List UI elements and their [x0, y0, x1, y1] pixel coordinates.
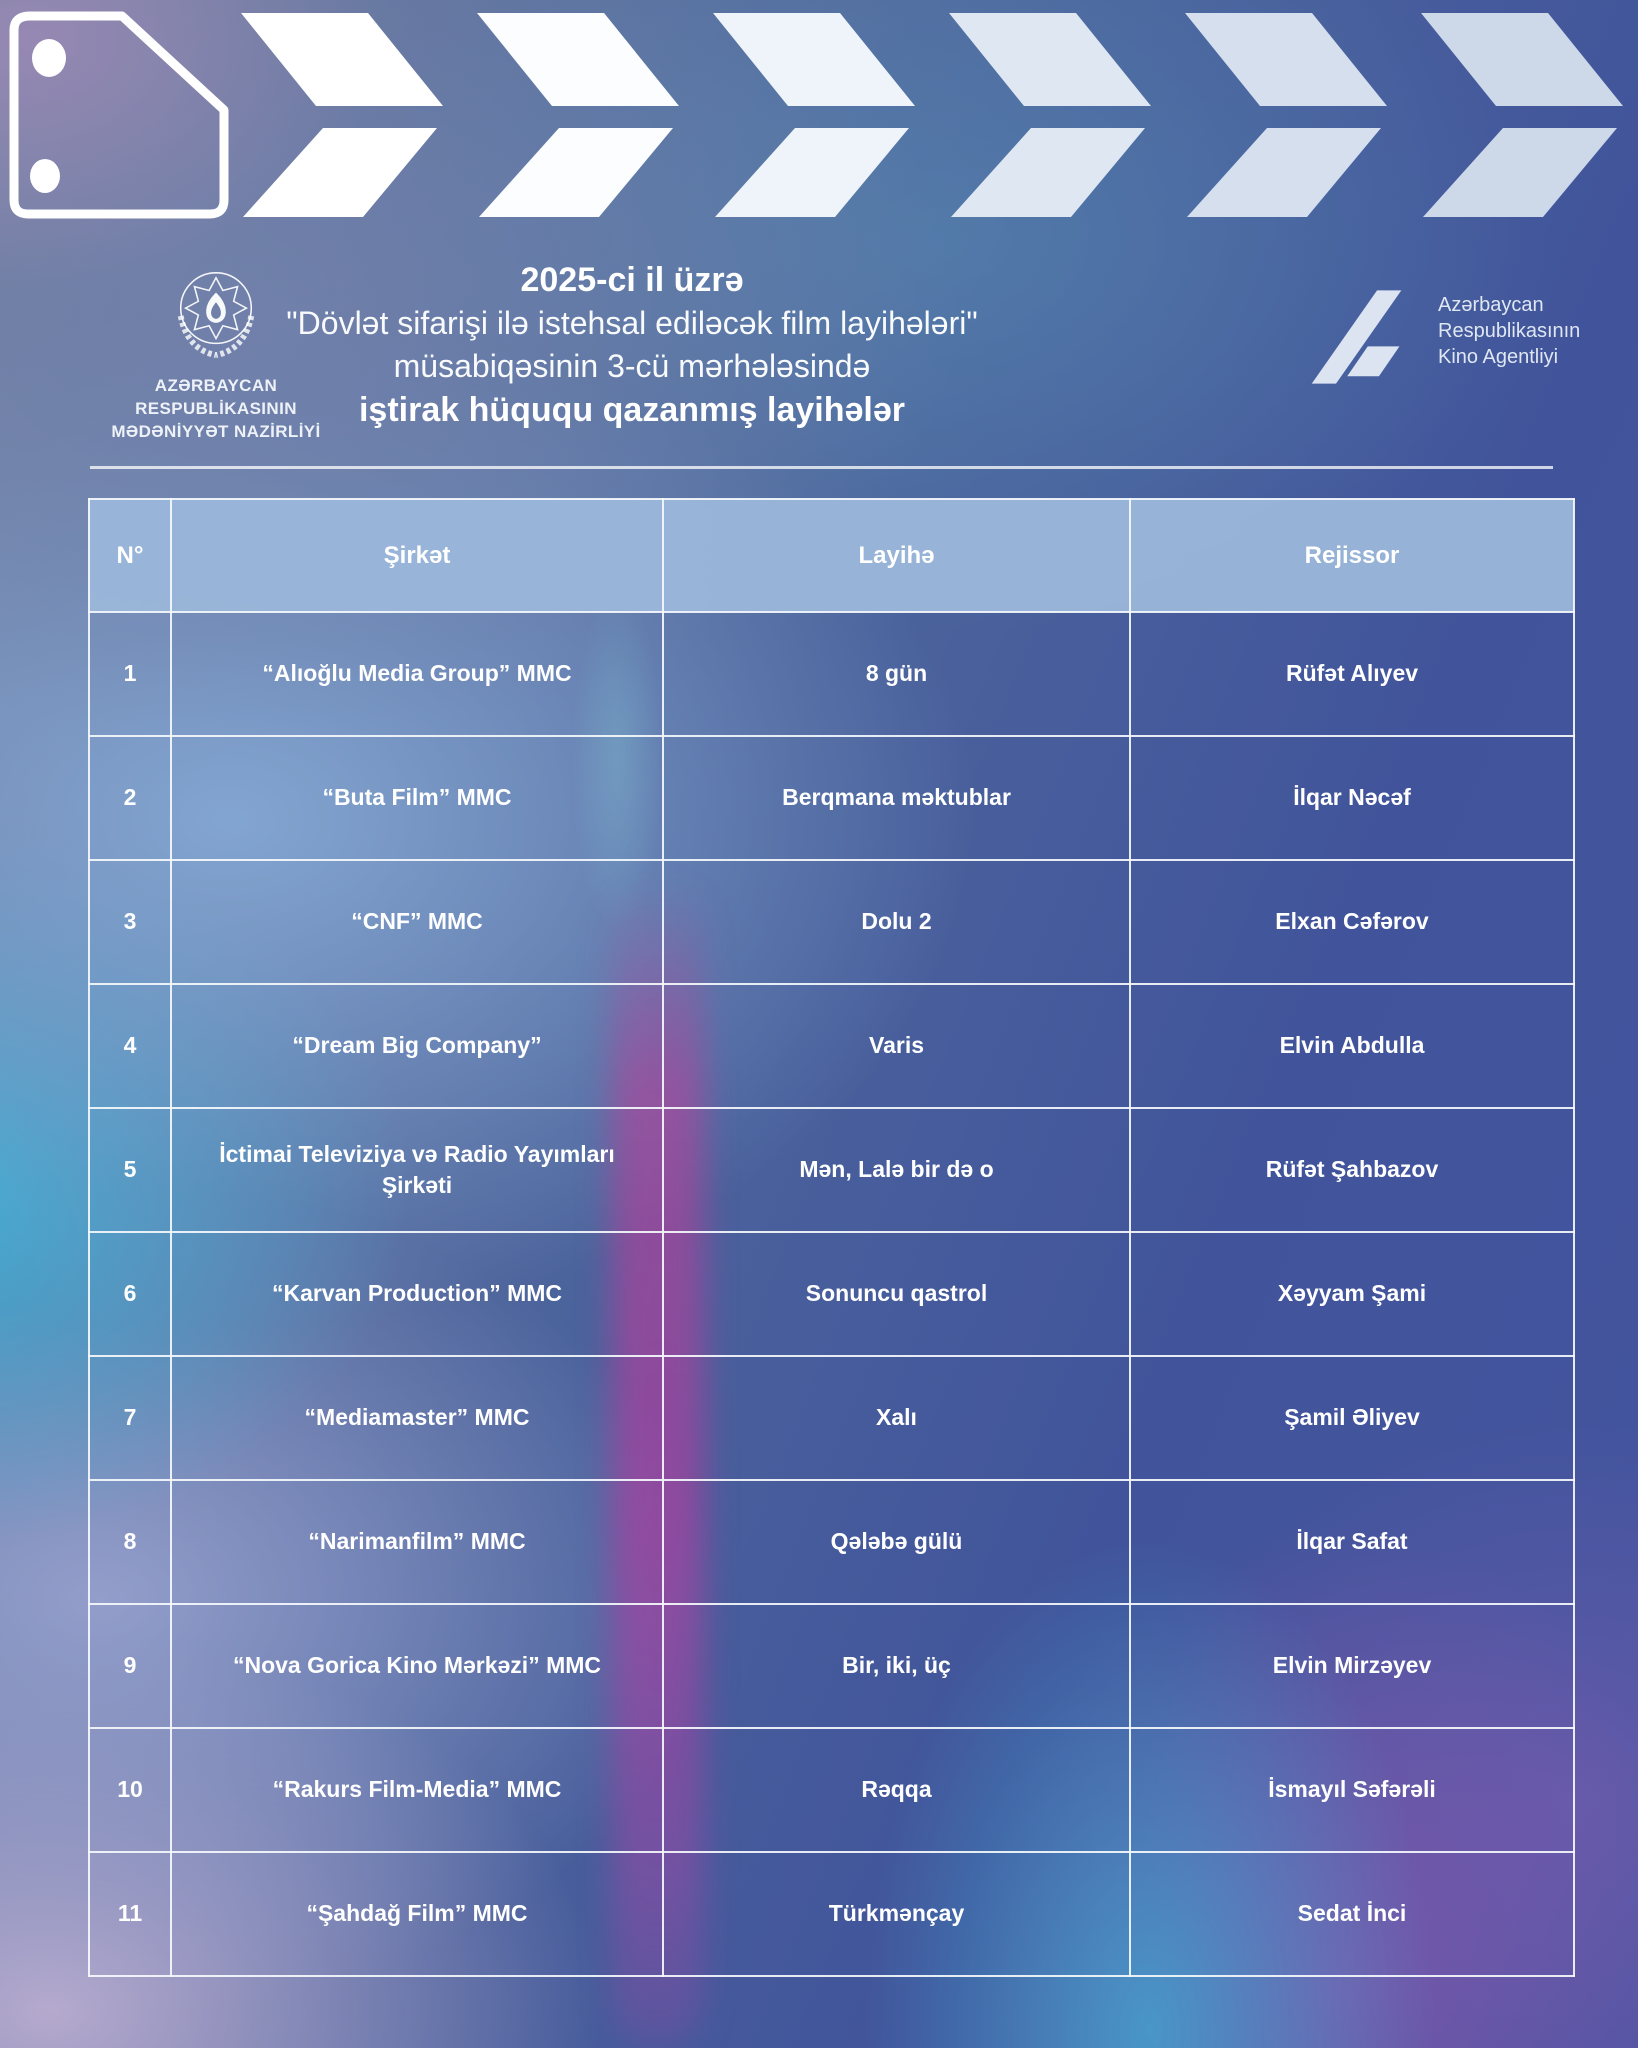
cell-director: Elxan Cəfərov	[1129, 859, 1575, 985]
title-line-1: 2025-ci il üzrə	[520, 261, 744, 299]
ministry-name-line1: AZƏRBAYCAN RESPUBLİKASININ	[135, 376, 297, 418]
col-header-no: N°	[88, 498, 172, 613]
clapperboard-graphic	[9, 11, 1623, 219]
cell-company: “Alıoğlu Media Group” MMC	[170, 611, 664, 737]
clapper-hinge-hole	[32, 39, 66, 77]
table-header-row: N° Şirkət Layihə Rejissor	[88, 498, 1575, 613]
clapper-stripe	[477, 13, 679, 217]
cell-director: Şamil Əliyev	[1129, 1355, 1575, 1481]
cell-company: “Narimanfilm” MMC	[170, 1479, 664, 1605]
table-row: 5 İctimai Televiziya və Radio Yayımları …	[88, 1107, 1575, 1233]
cell-company: İctimai Televiziya və Radio Yayımları Şi…	[170, 1107, 664, 1233]
cell-project: Dolu 2	[662, 859, 1131, 985]
ministry-logo: AZƏRBAYCAN RESPUBLİKASININ MƏDƏNİYYƏT NA…	[86, 264, 346, 443]
ministry-emblem-icon	[177, 272, 255, 359]
cell-director: Xəyyam Şami	[1129, 1231, 1575, 1357]
cell-no: 7	[88, 1355, 172, 1481]
table-row: 6 “Karvan Production” MMC Sonuncu qastro…	[88, 1231, 1575, 1357]
header-zone: AZƏRBAYCAN RESPUBLİKASININ MƏDƏNİYYƏT NA…	[0, 250, 1638, 470]
table-row: 10 “Rakurs Film-Media” MMC Rəqqa İsmayıl…	[88, 1727, 1575, 1853]
cell-company: “Şahdağ Film” MMC	[170, 1851, 664, 1977]
ministry-name-line2: MƏDƏNİYYƏT NAZİRLİYİ	[111, 422, 321, 441]
clapper-stripes	[241, 13, 1623, 217]
cell-project: Berqmana məktublar	[662, 735, 1131, 861]
kino-agency-logo: Azərbaycan Respublikasının Kino Agentliy…	[1308, 290, 1580, 384]
kino-agency-logo-icon	[1311, 290, 1402, 384]
table-row: 9 “Nova Gorica Kino Mərkəzi” MMC Bir, ik…	[88, 1603, 1575, 1729]
agency-name-line3: Kino Agentliyi	[1438, 346, 1559, 368]
table-row: 11 “Şahdağ Film” MMC Türkmənçay Sedat İn…	[88, 1851, 1575, 1977]
cell-company: “Mediamaster” MMC	[170, 1355, 664, 1481]
cell-director: İlqar Nəcəf	[1129, 735, 1575, 861]
table-row: 2 “Buta Film” MMC Berqmana məktublar İlq…	[88, 735, 1575, 861]
cell-no: 1	[88, 611, 172, 737]
cell-director: İsmayıl Səfərəli	[1129, 1727, 1575, 1853]
clapper-hinge-hole	[30, 159, 60, 193]
cell-no: 11	[88, 1851, 172, 1977]
projects-table-wrap: N° Şirkət Layihə Rejissor 1 “Alıoğlu Med…	[88, 498, 1575, 1977]
cell-director: Rüfət Alıyev	[1129, 611, 1575, 737]
cell-project: 8 gün	[662, 611, 1131, 737]
cell-company: “Karvan Production” MMC	[170, 1231, 664, 1357]
kino-agency-name: Azərbaycan Respublikasının Kino Agentliy…	[1438, 290, 1580, 370]
clapper-stripe	[949, 13, 1151, 217]
cell-no: 10	[88, 1727, 172, 1853]
clapper-stripe	[241, 13, 443, 217]
cell-project: Varis	[662, 983, 1131, 1109]
cell-no: 4	[88, 983, 172, 1109]
title-line-3: müsabiqəsinin 3-cü mərhələsində	[393, 348, 871, 384]
cell-project: Türkmənçay	[662, 1851, 1131, 1977]
table-row: 1 “Alıoğlu Media Group” MMC 8 gün Rüfət …	[88, 611, 1575, 737]
cell-project: Sonuncu qastrol	[662, 1231, 1131, 1357]
table-row: 7 “Mediamaster” MMC Xalı Şamil Əliyev	[88, 1355, 1575, 1481]
table-row: 3 “CNF” MMC Dolu 2 Elxan Cəfərov	[88, 859, 1575, 985]
cell-project: Xalı	[662, 1355, 1131, 1481]
cell-project: Bir, iki, üç	[662, 1603, 1131, 1729]
agency-name-line2: Respublikasının	[1438, 320, 1581, 342]
divider-rule	[90, 466, 1553, 469]
cell-no: 8	[88, 1479, 172, 1605]
col-header-director: Rejissor	[1129, 498, 1575, 613]
clapper-hinge-outline	[9, 11, 229, 219]
cell-company: “Buta Film” MMC	[170, 735, 664, 861]
cell-no: 9	[88, 1603, 172, 1729]
page-title: 2025-ci il üzrə "Dövlət sifarişi ilə ist…	[277, 258, 987, 432]
cell-project: Rəqqa	[662, 1727, 1131, 1853]
cell-project: Mən, Lalə bir də o	[662, 1107, 1131, 1233]
cell-director: İlqar Safat	[1129, 1479, 1575, 1605]
cell-company: “Rakurs Film-Media” MMC	[170, 1727, 664, 1853]
agency-name-line1: Azərbaycan	[1438, 294, 1544, 316]
cell-director: Rüfət Şahbazov	[1129, 1107, 1575, 1233]
cell-company: “CNF” MMC	[170, 859, 664, 985]
clapper-stripe	[1421, 13, 1623, 217]
title-line-4: iştirak hüququ qazanmış layihələr	[358, 391, 906, 429]
cell-no: 3	[88, 859, 172, 985]
clapper-stripe	[1185, 13, 1387, 217]
cell-director: Elvin Mirzəyev	[1129, 1603, 1575, 1729]
title-line-2: "Dövlət sifarişi ilə istehsal ediləcək f…	[286, 305, 978, 341]
projects-table: N° Şirkət Layihə Rejissor 1 “Alıoğlu Med…	[88, 498, 1575, 1977]
table-row: 8 “Narimanfilm” MMC Qələbə gülü İlqar Sa…	[88, 1479, 1575, 1605]
cell-director: Sedat İnci	[1129, 1851, 1575, 1977]
cell-no: 2	[88, 735, 172, 861]
cell-project: Qələbə gülü	[662, 1479, 1131, 1605]
clapper-stripe	[713, 13, 915, 217]
cell-company: “Dream Big Company”	[170, 983, 664, 1109]
col-header-project: Layihə	[662, 498, 1131, 613]
cell-no: 6	[88, 1231, 172, 1357]
cell-director: Elvin Abdulla	[1129, 983, 1575, 1109]
cell-company: “Nova Gorica Kino Mərkəzi” MMC	[170, 1603, 664, 1729]
table-row: 4 “Dream Big Company” Varis Elvin Abdull…	[88, 983, 1575, 1109]
cell-no: 5	[88, 1107, 172, 1233]
col-header-company: Şirkət	[170, 498, 664, 613]
